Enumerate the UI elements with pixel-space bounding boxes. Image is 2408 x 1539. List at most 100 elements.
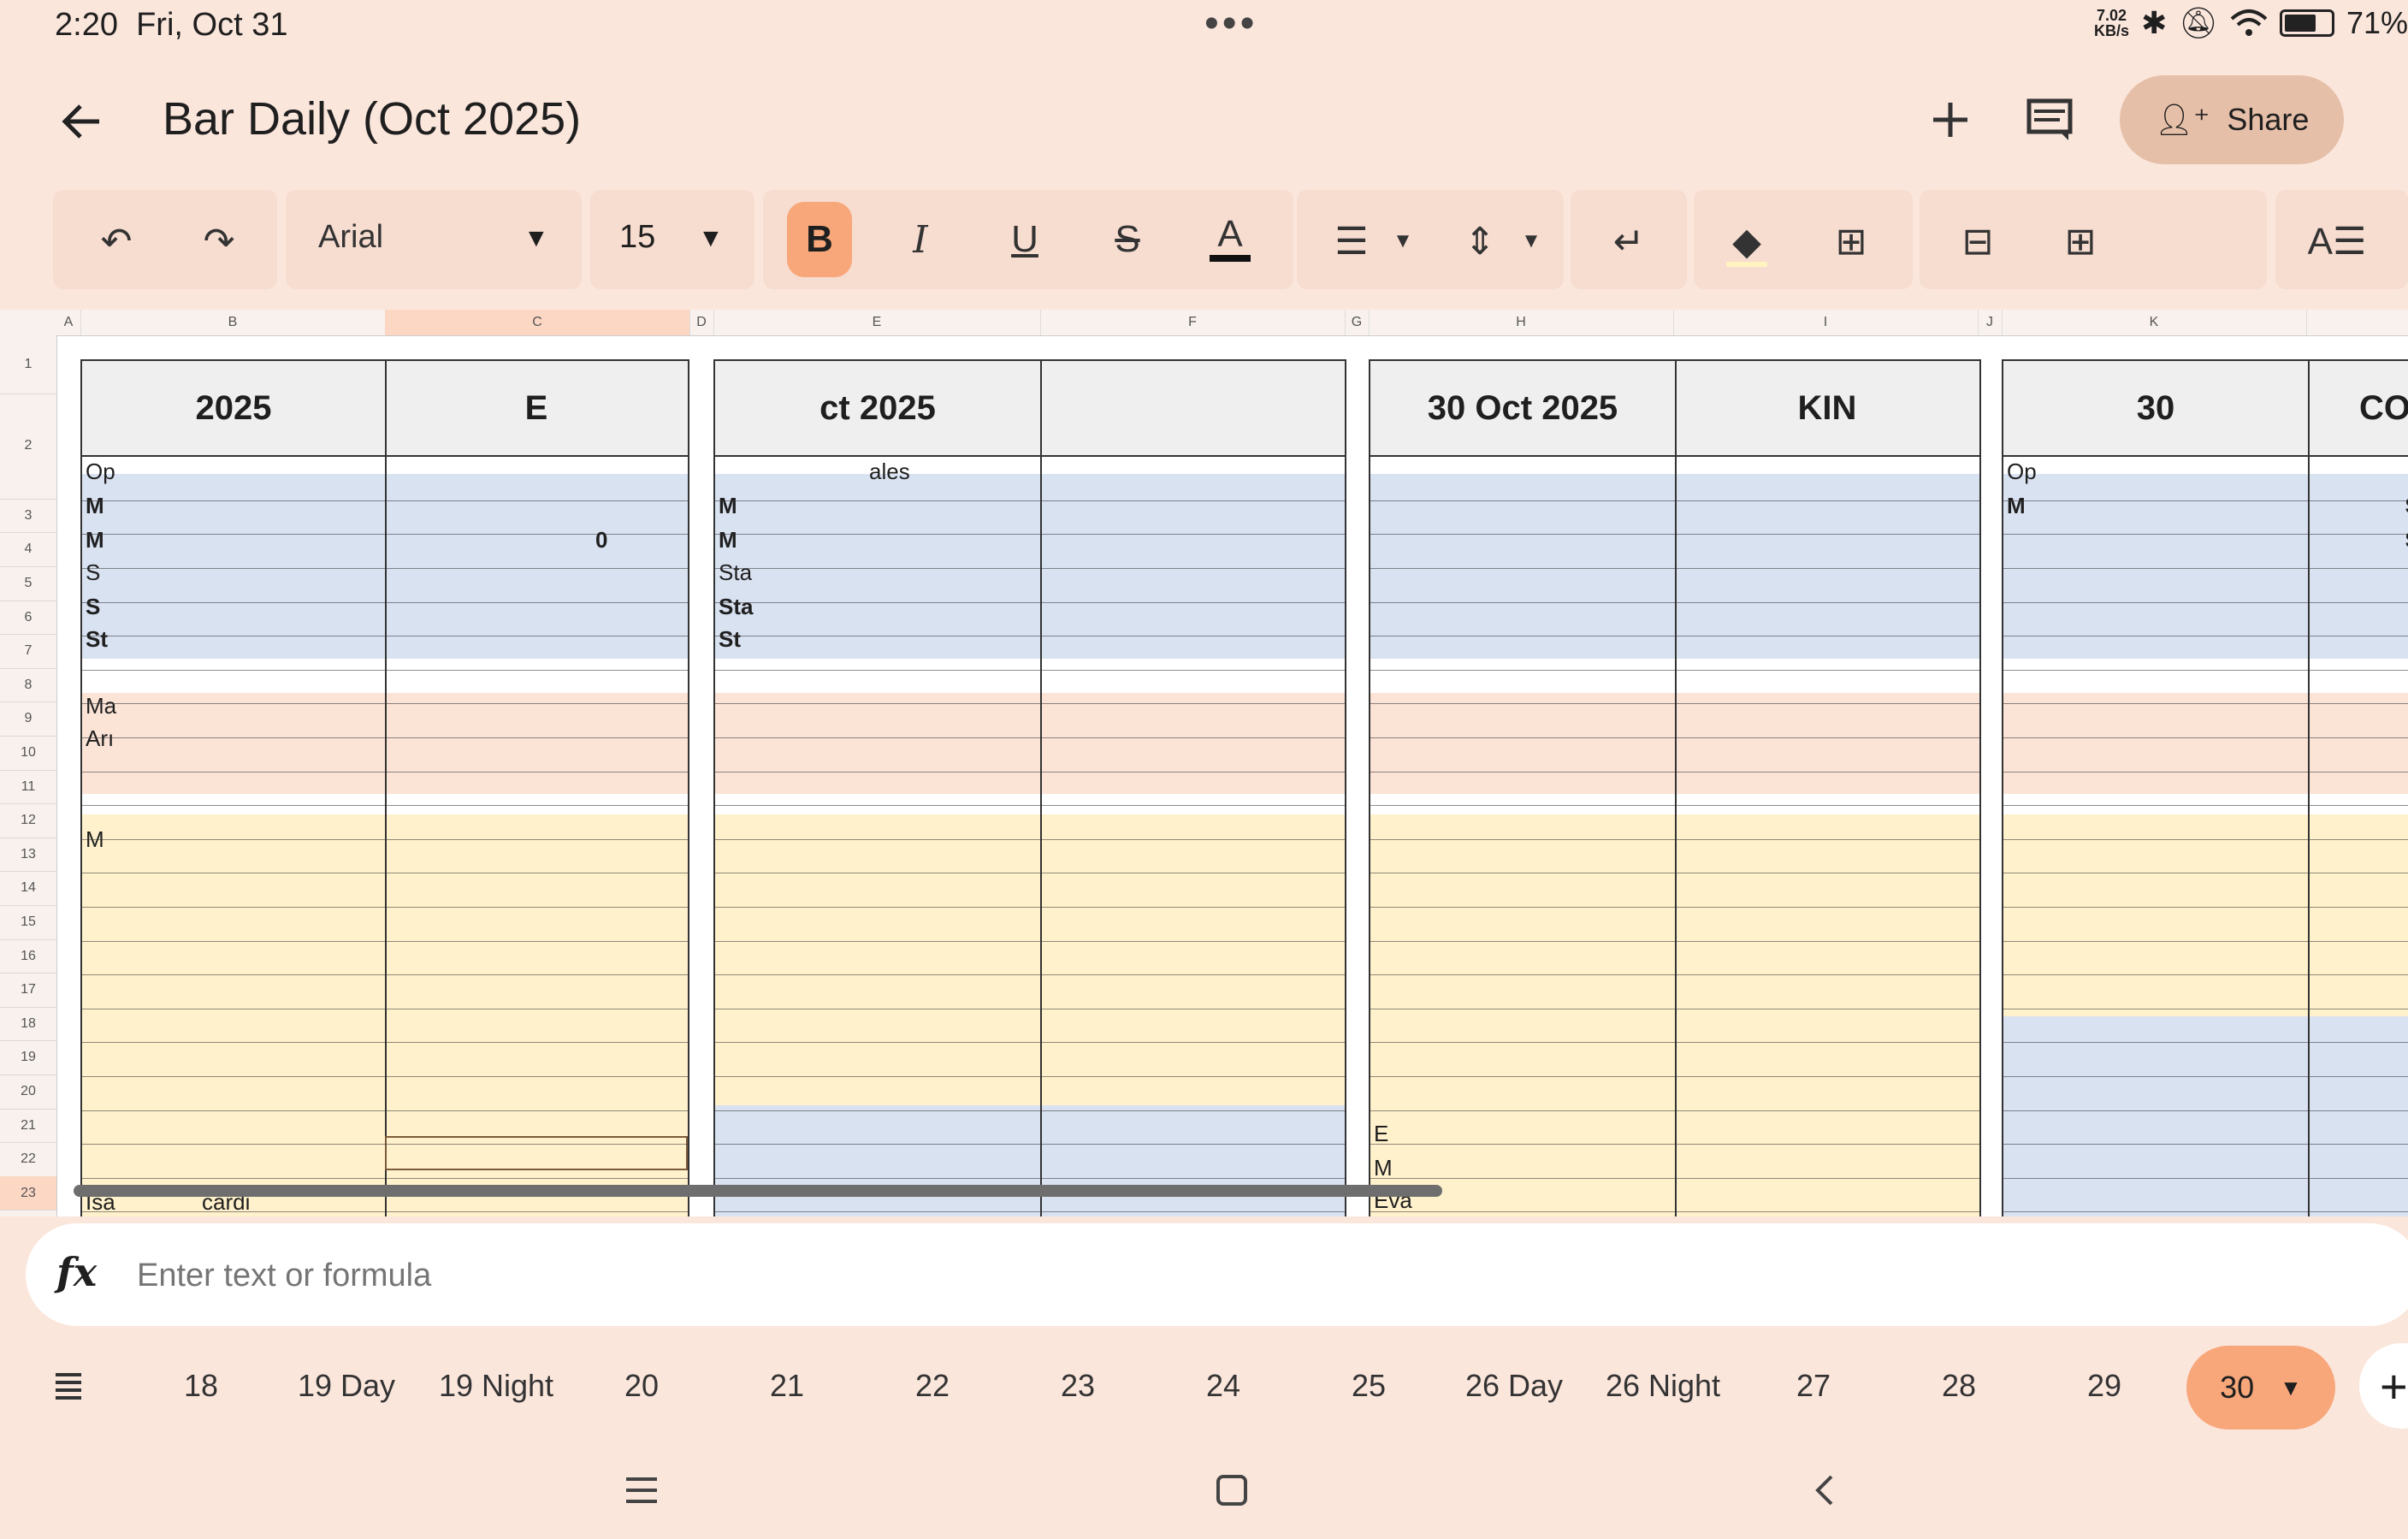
cell-text[interactable]: E <box>1374 1121 1389 1146</box>
selected-cell[interactable] <box>385 1136 688 1170</box>
row-header[interactable]: 24 <box>0 1210 56 1216</box>
row-header[interactable]: 6 <box>0 601 56 636</box>
block-title-header[interactable]: CO <box>2359 388 2408 427</box>
cell-text[interactable]: Sta <box>719 594 754 619</box>
font-size-dropdown[interactable]: 15 ▼ <box>590 190 754 289</box>
column-header[interactable]: B <box>80 310 386 335</box>
row-header[interactable]: 13 <box>0 838 56 873</box>
column-header[interactable]: F <box>1040 310 1346 335</box>
sheet-tab[interactable]: 27 <box>1796 1368 1831 1403</box>
recents-icon[interactable] <box>616 1465 667 1516</box>
sheet-tab[interactable]: 26 Night <box>1605 1368 1721 1403</box>
vertical-align-icon[interactable]: ⇕ <box>1464 220 1496 263</box>
row-header[interactable]: 3 <box>0 499 56 534</box>
column-header[interactable]: J <box>1978 310 2003 335</box>
bold-button[interactable]: B <box>787 202 852 277</box>
spreadsheet-grid[interactable]: A B C D E F G H I J K 1 2 3 4 5 6 7 8 9 10 11 12 13 1… <box>0 310 2408 1216</box>
block-date-header[interactable]: 30 Oct 2025 <box>1427 388 1618 427</box>
italic-button[interactable]: I <box>913 217 928 262</box>
column-header[interactable]: H <box>1369 310 1674 335</box>
row-header[interactable]: 1 <box>0 335 56 395</box>
cell-text[interactable]: $ <box>2405 493 2408 519</box>
more-dots-icon[interactable]: ••• <box>1204 1 1258 46</box>
row-header[interactable]: 17 <box>0 973 56 1008</box>
sheet-tab[interactable]: 19 Night <box>438 1368 554 1403</box>
row-header[interactable]: 16 <box>0 939 56 974</box>
sheet-tab[interactable]: 28 <box>1941 1368 1977 1403</box>
sheet-tab[interactable]: 18 <box>183 1368 219 1403</box>
block-title-header[interactable] <box>1040 361 1345 455</box>
home-icon[interactable] <box>1206 1465 1257 1516</box>
strikethrough-icon[interactable]: S <box>1115 218 1140 260</box>
sheet-tab[interactable]: 26 Day <box>1464 1368 1564 1403</box>
cell-text[interactable]: ales <box>869 459 910 484</box>
text-format-icon[interactable]: A☰ <box>2307 220 2367 263</box>
back-arrow-icon[interactable] <box>55 94 109 149</box>
comment-icon[interactable] <box>2022 92 2077 147</box>
row-header[interactable]: 7 <box>0 634 56 669</box>
column-header[interactable]: A <box>56 310 81 335</box>
sheet-tab[interactable]: 29 <box>2086 1368 2122 1403</box>
insert-column-icon[interactable]: ⊞ <box>2064 220 2097 263</box>
row-header[interactable]: 11 <box>0 770 56 805</box>
all-sheets-menu-icon[interactable]: ≣ <box>50 1364 86 1409</box>
row-header[interactable]: 19 <box>0 1040 56 1075</box>
row-header[interactable]: 22 <box>0 1142 56 1177</box>
cell-text[interactable]: M <box>719 527 737 553</box>
cell-text[interactable]: St <box>719 626 741 652</box>
cell-text[interactable]: St <box>86 626 108 652</box>
font-family-dropdown[interactable]: Arial ▼ <box>286 190 582 289</box>
row-header[interactable]: 9 <box>0 701 56 737</box>
block-date-header[interactable]: 2025 <box>195 388 272 427</box>
back-icon[interactable] <box>1798 1465 1849 1516</box>
underline-button[interactable]: U <box>1011 218 1038 260</box>
row-header[interactable]: 10 <box>0 736 56 771</box>
block-title-header[interactable]: E <box>524 388 548 427</box>
row-header[interactable]: 14 <box>0 871 56 906</box>
row-header[interactable]: 8 <box>0 668 56 703</box>
undo-icon[interactable]: ↶ <box>100 220 133 263</box>
cell-text[interactable]: M <box>719 493 737 518</box>
sheet-tab[interactable]: 24 <box>1205 1368 1241 1403</box>
day-block[interactable]: 30 Oct 2025 KIN E M Eva <box>1369 359 1981 1216</box>
cell-text[interactable]: Sta <box>719 559 753 585</box>
block-date-header[interactable]: ct 2025 <box>819 388 936 427</box>
row-header[interactable]: 21 <box>0 1109 56 1144</box>
block-title-header[interactable]: KIN <box>1797 388 1857 427</box>
fill-color-icon[interactable]: ◆ <box>1726 221 1767 267</box>
day-block[interactable]: ct 2025 ales M M Sta Sta St <box>713 359 1346 1216</box>
cell-text[interactable]: M <box>86 527 104 553</box>
cell-text[interactable]: $ <box>2405 527 2408 553</box>
column-header[interactable]: K <box>2002 310 2307 335</box>
row-header[interactable]: 23 <box>0 1175 56 1211</box>
insert-row-icon[interactable]: ⊟ <box>1961 220 1994 263</box>
column-header[interactable]: C <box>385 310 690 335</box>
cell-text[interactable]: S <box>86 594 101 619</box>
sheet-tab[interactable]: 22 <box>914 1368 950 1403</box>
cell-text[interactable]: Op <box>2007 459 2037 484</box>
column-header[interactable]: E <box>713 310 1041 335</box>
row-header[interactable]: 2 <box>0 394 56 500</box>
row-header[interactable]: 20 <box>0 1074 56 1110</box>
sheet-tab-active[interactable]: 30 ▼ <box>2186 1346 2335 1429</box>
block-date-header[interactable]: 30 <box>2136 388 2175 427</box>
row-header[interactable]: 4 <box>0 532 56 567</box>
row-header[interactable]: 12 <box>0 803 56 838</box>
cell-text[interactable]: M <box>86 493 104 518</box>
borders-icon[interactable]: ⊞ <box>1835 220 1867 263</box>
cell-text[interactable]: Ma <box>86 693 117 719</box>
cell-text[interactable]: S <box>86 559 101 585</box>
cell-text[interactable]: Op <box>86 459 115 484</box>
cell-text[interactable]: 0 <box>595 527 608 553</box>
sheet-tab[interactable]: 21 <box>769 1368 805 1403</box>
share-button[interactable]: 👤︎⁺ Share <box>2120 75 2344 164</box>
row-header[interactable]: 15 <box>0 905 56 940</box>
align-left-icon[interactable]: ☰ <box>1334 220 1369 263</box>
day-block[interactable]: 30 CO Op M $ $ <box>2002 359 2408 1216</box>
sheet-tab[interactable]: 25 <box>1351 1368 1387 1403</box>
redo-icon[interactable]: ↷ <box>203 220 235 263</box>
sheet-tab[interactable]: 19 Day <box>297 1368 396 1403</box>
column-header[interactable]: I <box>1673 310 1979 335</box>
formula-input[interactable] <box>135 1249 2192 1302</box>
day-block[interactable]: 2025 E Op M M 0 S S St Ma Arı M Isa card… <box>80 359 689 1216</box>
